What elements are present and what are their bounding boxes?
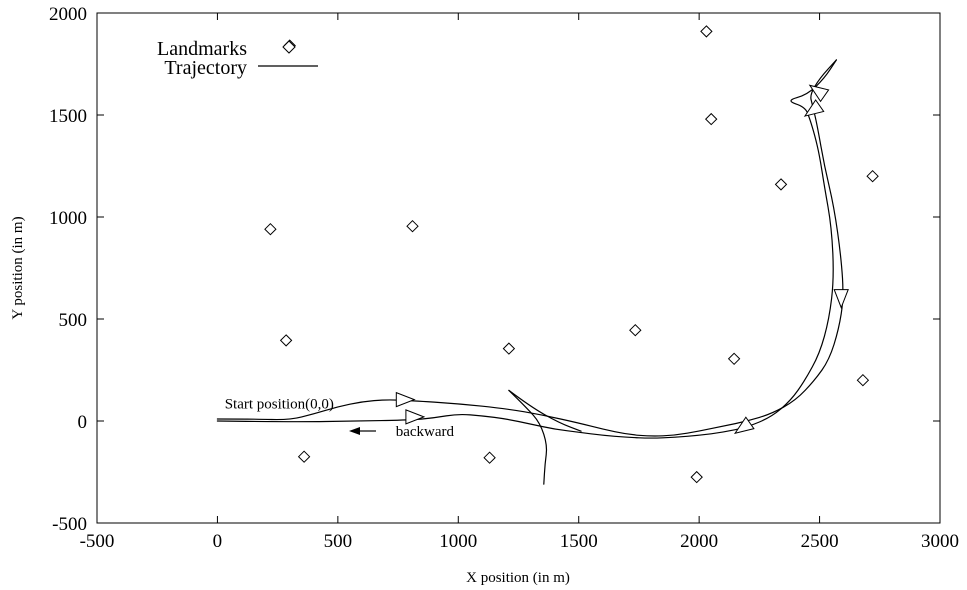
trajectory-path [508, 389, 582, 432]
x-tick-label: 3000 [921, 531, 959, 552]
direction-markers [395, 84, 849, 435]
x-axis-label: X position (in m) [466, 570, 570, 586]
backward-arrow [349, 427, 376, 435]
direction-arrowhead [808, 84, 830, 103]
landmark-marker [406, 219, 419, 233]
landmark-markers [264, 25, 879, 484]
y-tick-label: 2000 [49, 4, 87, 25]
trajectory-lines [216, 59, 844, 485]
direction-arrowhead [395, 391, 416, 408]
direction-arrowhead [833, 289, 849, 309]
start-position-label: Start position(0,0) [225, 397, 334, 413]
landmark-marker [866, 169, 879, 183]
landmark-marker [502, 342, 516, 355]
y-tick-label: 0 [78, 412, 88, 433]
y-tick-label: -500 [52, 514, 87, 535]
axis-ticks [96, 12, 941, 524]
direction-arrowhead [733, 416, 755, 435]
y-tick-label: 1500 [49, 106, 87, 127]
y-axis-label: Y position (in m) [10, 216, 26, 319]
landmark-marker [264, 222, 277, 236]
annotations: Start position(0,0) backward [225, 397, 455, 441]
landmark-marker [629, 323, 642, 337]
landmark-marker [856, 373, 870, 387]
landmark-marker [483, 451, 496, 464]
landmark-marker [279, 334, 293, 347]
x-tick-label: 0 [213, 531, 223, 552]
x-tick-label: 2500 [801, 531, 839, 552]
trajectory-path [508, 389, 548, 485]
landmark-marker [704, 112, 718, 126]
y-tick-label: 500 [59, 310, 88, 331]
direction-arrowhead [405, 409, 426, 425]
landmark-marker [690, 470, 703, 484]
backward-label: backward [396, 424, 455, 440]
legend-landmarks-label: Landmarks [157, 38, 247, 60]
legend-trajectory-label: Trajectory [164, 57, 247, 79]
landmark-marker [727, 352, 741, 366]
trajectory-path [216, 59, 844, 437]
direction-arrowhead [803, 99, 825, 117]
legend-landmark-marker [282, 40, 296, 54]
legend: Landmarks Trajectory [157, 38, 318, 79]
plot-frame [96, 12, 941, 524]
landmark-marker [774, 178, 788, 191]
x-tick-label: 1000 [439, 531, 477, 552]
x-tick-label: 1500 [560, 531, 598, 552]
y-tick-label: 1000 [49, 208, 87, 229]
landmark-marker [297, 450, 311, 463]
x-tick-label: 500 [324, 531, 353, 552]
x-tick-label: -500 [80, 531, 115, 552]
tick-labels: -500 0 500 1000 1500 2000 2500 3000 -500 0 500 1000… [49, 4, 959, 552]
x-tick-label: 2000 [680, 531, 718, 552]
trajectory-path [216, 59, 837, 439]
landmark-marker [700, 25, 713, 38]
